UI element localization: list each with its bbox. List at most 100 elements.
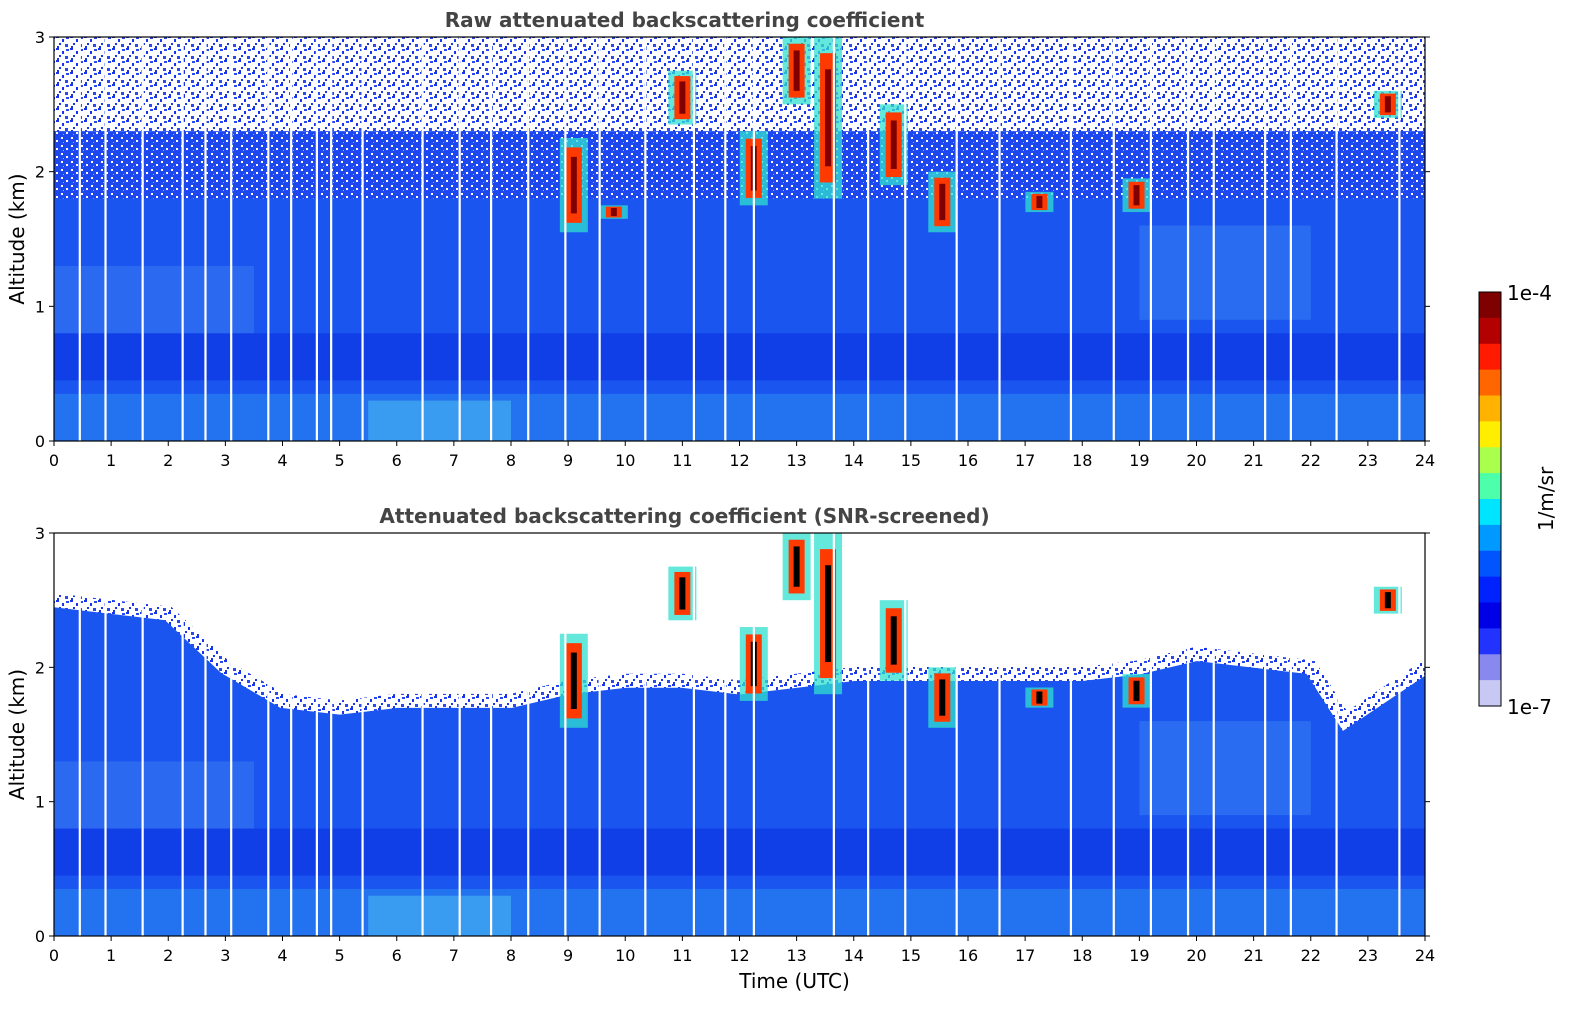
data-gap-31 [1212,37,1215,441]
data-gap-8 [290,533,293,936]
data-gap-26 [998,37,1001,441]
data-gap-34 [1335,533,1338,936]
chart-title: Attenuated backscattering coefficient (S… [379,504,989,528]
x-tick-label: 24 [1415,451,1435,470]
data-gap-18 [644,37,647,441]
x-tick-label: 18 [1072,946,1092,965]
data-gap-13 [458,533,461,936]
data-gap-15 [527,533,530,936]
cloud-center [890,616,897,665]
x-tick-label: 7 [449,451,459,470]
data-gap-28 [1112,37,1115,441]
y-tick-label: 0 [35,927,45,946]
data-gap-9 [315,37,318,441]
data-gap-5 [204,37,207,441]
colorbar-frame [1478,291,1502,707]
cloud-1 [559,138,588,233]
x-tick-label: 11 [672,451,692,470]
x-axis-label: Time (UTC) [738,969,850,993]
colorbar-segment [1479,524,1501,552]
cloud-1 [559,633,588,728]
screen-edge [54,593,1425,731]
data-gap-12 [421,37,424,441]
data-gap-15 [527,37,530,441]
cloud-center [793,546,800,587]
x-tick-label: 6 [392,451,402,470]
x-tick-label: 3 [220,946,230,965]
data-gap-27 [1069,37,1073,441]
data-gap-27 [1069,533,1073,936]
cloud-5 [814,533,843,695]
x-tick-label: 16 [958,451,978,470]
x-tick-label: 2 [163,451,173,470]
boundary-layer [54,393,1425,441]
x-tick-label: 17 [1015,946,1035,965]
colorbar-segment [1479,654,1501,681]
data-gap-24 [904,533,907,936]
data-gap-32 [1264,37,1267,441]
data-gap-6 [230,533,233,936]
data-gap-21 [752,37,755,441]
colorbar-segment [1479,369,1501,397]
x-tick-label: 3 [220,451,230,470]
chart-title: Raw attenuated backscattering coefficien… [445,8,925,32]
x-tick-label: 14 [844,451,864,470]
chart-panel-1: 0 1 2 3 4 5 6 7 8 9 10 11 12 13 14 15 16 17 18 19 20 21 22 23 24… [5,8,1435,470]
cloud-center [610,208,617,217]
aerosol-plume [54,265,254,334]
y-tick-label: 1 [35,793,45,812]
x-tick-label: 15 [901,451,921,470]
x-tick-label: 5 [335,451,345,470]
colorbar-segment [1479,576,1501,604]
data-gap-23 [867,533,870,936]
aerosol-plume [54,761,254,829]
data-gap-3 [141,533,144,936]
data-gap-25 [955,37,958,441]
data-gap-10 [330,533,333,936]
colorbar-segment [1479,292,1501,319]
cloud-center [679,81,686,114]
data-gap-1 [78,37,81,441]
data-gap-30 [1186,37,1190,441]
data-gap-33 [1289,37,1292,441]
y-tick-label: 2 [35,163,45,182]
cloud-9 [1025,191,1054,213]
data-gap-13 [458,37,461,441]
y-tick-label: 3 [35,524,45,543]
x-tick-label: 12 [729,451,749,470]
x-tick-label: 19 [1129,451,1149,470]
data-gap-7 [267,37,270,441]
cloud-center [1384,96,1391,113]
data-gap-2 [104,533,107,936]
data-gap-11 [361,37,364,441]
noise-region [54,37,1425,132]
x-tick-label: 20 [1186,451,1206,470]
data-gap-26 [998,533,1001,936]
x-tick-label: 15 [901,946,921,965]
x-tick-label: 0 [49,451,59,470]
cloud-10 [1122,178,1151,213]
colorbar-segment [1479,473,1501,500]
colorbar-max-label: 1e-4 [1507,281,1552,305]
data-gap-12 [421,533,424,936]
data-gap-21 [752,533,755,936]
data-gap-7 [267,533,270,936]
data-gap-24 [904,37,907,441]
x-tick-label: 0 [49,946,59,965]
colorbar-segment [1479,343,1501,371]
x-tick-label: 13 [786,451,806,470]
x-tick-label: 23 [1358,451,1378,470]
colorbar-segment [1479,447,1501,474]
x-tick-label: 8 [506,451,516,470]
x-tick-label: 8 [506,946,516,965]
colorbar-segment [1479,499,1501,526]
colorbar-segment [1479,421,1501,448]
data-gap-11 [361,533,364,936]
data-gap-5 [204,533,207,936]
x-tick-label: 7 [449,946,459,965]
cloud-8 [1025,687,1054,708]
x-tick-label: 10 [615,451,635,470]
x-tick-label: 23 [1358,946,1378,965]
cloud-5 [782,37,811,105]
cloud-center [1384,592,1391,609]
